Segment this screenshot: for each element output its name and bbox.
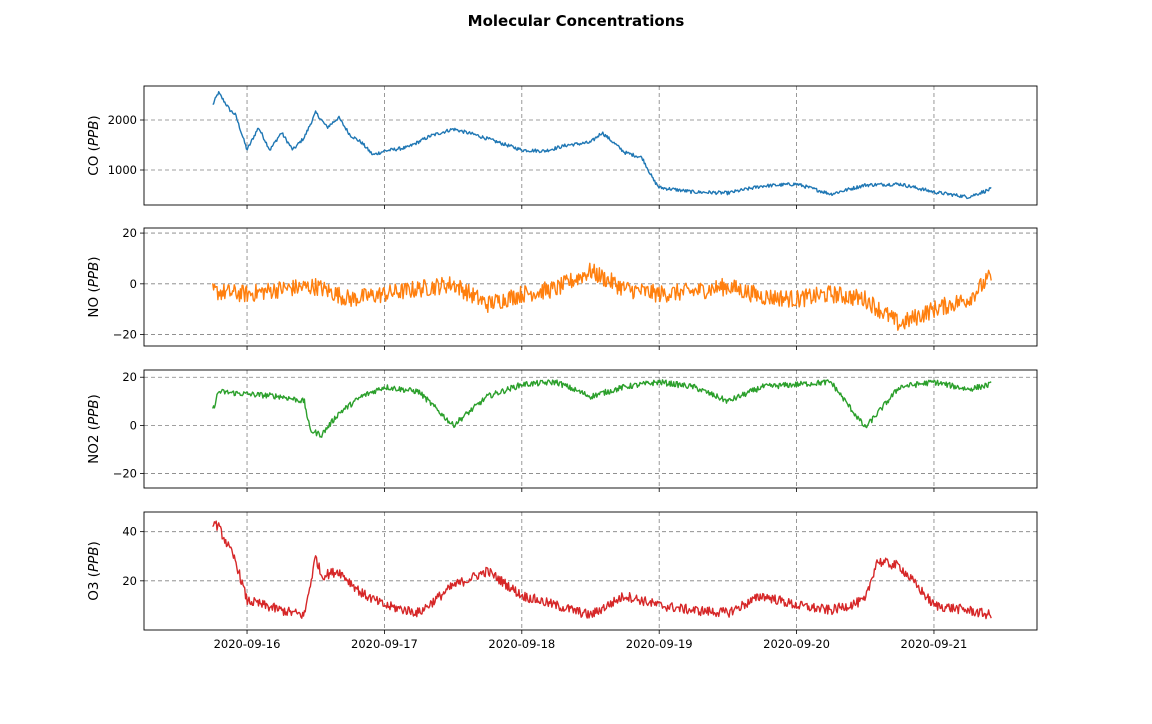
y-tick-label: 2000 (108, 113, 137, 127)
figure-title: Molecular Concentrations (468, 12, 685, 30)
panel-no2: −20 0 20 NO2 (PPB) (86, 369, 1038, 492)
axes-frame (143, 85, 1038, 206)
x-tick-label: 2020-09-17 (351, 637, 418, 651)
panel-co: 1000 2000 CO (PPB) (86, 85, 1038, 209)
y-tick-label: 0 (130, 418, 137, 432)
y-tick-label: 40 (122, 525, 137, 539)
y-tick-label: −20 (113, 467, 137, 481)
x-tick-label: 2020-09-19 (626, 637, 693, 651)
x-tick-label: 2020-09-18 (488, 637, 555, 651)
series-line-no (212, 262, 992, 331)
panel-no: −20 0 20 NO (PPB) (86, 226, 1038, 350)
y-tick-label: 0 (130, 277, 137, 291)
axes-frame (143, 511, 1038, 631)
y-axis-label: NO2 (PPB) (86, 394, 102, 464)
y-axis-label: CO (PPB) (86, 115, 102, 175)
series-line-co (212, 90, 992, 200)
y-tick-label: 20 (122, 370, 137, 384)
y-axis-label: O3 (PPB) (86, 541, 102, 601)
y-tick-label: 20 (122, 574, 137, 588)
axes-frame (143, 227, 1038, 347)
x-tick-label: 2020-09-20 (763, 637, 830, 651)
series-line-o3 (212, 520, 992, 620)
panel-o3: 20 40 O3 (PPB) 2020-09-16 2020-09-17 2020-09-… (86, 511, 1038, 651)
x-tick-label: 2020-09-21 (901, 637, 968, 651)
y-tick-label: 1000 (108, 163, 137, 177)
y-tick-label: 20 (122, 226, 137, 240)
x-tick-label: 2020-09-16 (214, 637, 281, 651)
series-line-no2 (212, 379, 992, 438)
y-tick-label: −20 (113, 328, 137, 342)
axes-frame (143, 369, 1038, 489)
y-axis-label: NO (PPB) (86, 256, 102, 317)
